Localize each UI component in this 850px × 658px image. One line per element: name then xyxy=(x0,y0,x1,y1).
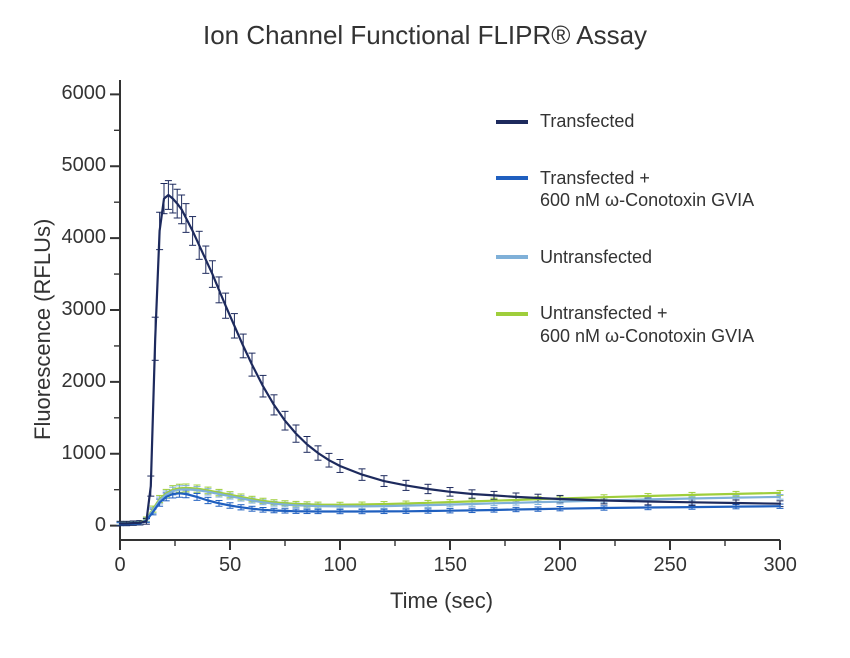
legend-swatch xyxy=(496,176,528,180)
legend-label: Transfected xyxy=(540,110,754,133)
legend-label: Untransfected +600 nM ω-Conotoxin GVIA xyxy=(540,302,754,347)
legend-swatch xyxy=(496,120,528,124)
legend-label: Untransfected xyxy=(540,246,754,269)
legend-item: Transfected +600 nM ω-Conotoxin GVIA xyxy=(496,167,754,212)
legend-label: Transfected +600 nM ω-Conotoxin GVIA xyxy=(540,167,754,212)
legend: Transfected Transfected +600 nM ω-Conotox… xyxy=(496,110,754,381)
chart-area: Ion Channel Functional FLIPR® Assay Fluo… xyxy=(0,0,850,658)
legend-item: Transfected xyxy=(496,110,754,133)
legend-swatch xyxy=(496,312,528,316)
legend-item: Untransfected +600 nM ω-Conotoxin GVIA xyxy=(496,302,754,347)
legend-item: Untransfected xyxy=(496,246,754,269)
legend-swatch xyxy=(496,255,528,259)
